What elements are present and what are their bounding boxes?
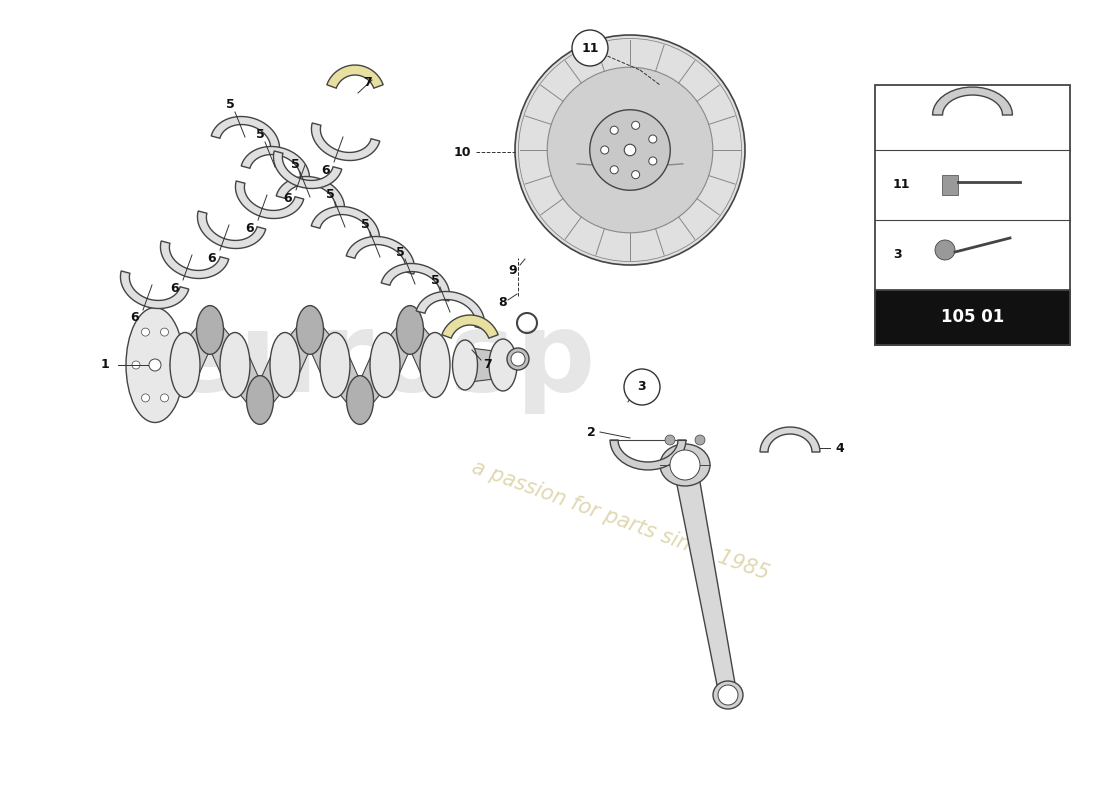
Polygon shape [346, 237, 415, 274]
Polygon shape [327, 65, 383, 88]
Circle shape [148, 359, 161, 371]
Ellipse shape [320, 333, 350, 398]
Circle shape [142, 328, 150, 336]
Polygon shape [416, 291, 485, 329]
Polygon shape [211, 117, 279, 154]
Text: 5: 5 [396, 246, 405, 258]
Polygon shape [382, 263, 450, 301]
Circle shape [161, 328, 168, 336]
Circle shape [572, 30, 608, 66]
Polygon shape [442, 315, 498, 338]
Ellipse shape [297, 306, 323, 354]
Text: 5: 5 [326, 189, 334, 202]
Text: 5: 5 [255, 129, 264, 142]
Ellipse shape [660, 444, 710, 486]
Polygon shape [610, 440, 686, 470]
Text: a passion for parts since 1985: a passion for parts since 1985 [469, 457, 771, 583]
Text: 2: 2 [586, 426, 595, 438]
Text: eurosp: eurosp [164, 306, 596, 414]
Ellipse shape [126, 307, 184, 422]
Circle shape [624, 369, 660, 405]
Circle shape [170, 361, 178, 369]
Circle shape [590, 110, 670, 190]
Polygon shape [120, 271, 189, 309]
Circle shape [649, 135, 657, 143]
Text: 4: 4 [836, 442, 845, 454]
Text: 5: 5 [361, 218, 370, 231]
Text: 6: 6 [321, 163, 330, 177]
Polygon shape [240, 336, 280, 419]
Circle shape [547, 67, 713, 233]
Text: 5: 5 [290, 158, 299, 171]
Polygon shape [197, 211, 266, 249]
Polygon shape [390, 310, 430, 394]
Ellipse shape [220, 333, 250, 398]
Polygon shape [340, 336, 379, 419]
Text: 9: 9 [508, 263, 517, 277]
Bar [874, 290, 1070, 345]
Circle shape [649, 157, 657, 165]
Ellipse shape [452, 340, 477, 390]
Text: 3: 3 [638, 381, 647, 394]
Text: 3: 3 [893, 249, 902, 262]
Text: 5: 5 [430, 274, 439, 286]
Polygon shape [276, 177, 344, 214]
Polygon shape [462, 347, 510, 383]
Text: 7: 7 [364, 75, 373, 89]
Polygon shape [290, 310, 330, 394]
Text: 6: 6 [131, 311, 140, 325]
Ellipse shape [713, 681, 743, 709]
Polygon shape [161, 241, 229, 278]
Text: 105 01: 105 01 [940, 309, 1004, 326]
Circle shape [670, 450, 700, 480]
Polygon shape [190, 310, 230, 394]
Circle shape [631, 122, 640, 130]
Ellipse shape [396, 306, 424, 354]
Ellipse shape [420, 333, 450, 398]
Circle shape [935, 240, 955, 260]
Ellipse shape [370, 333, 400, 398]
Text: 7: 7 [484, 358, 493, 371]
Text: 10: 10 [453, 146, 471, 158]
Text: 1: 1 [100, 358, 109, 371]
Text: 6: 6 [284, 191, 293, 205]
Text: 11: 11 [581, 42, 598, 54]
Circle shape [515, 35, 745, 265]
Polygon shape [311, 206, 379, 244]
Bar [942, 175, 958, 195]
Polygon shape [760, 427, 820, 452]
Circle shape [631, 170, 640, 178]
Circle shape [610, 166, 618, 174]
Ellipse shape [507, 348, 529, 370]
Ellipse shape [246, 376, 274, 424]
Polygon shape [235, 181, 304, 218]
Text: 6: 6 [170, 282, 179, 294]
Circle shape [142, 394, 150, 402]
Circle shape [625, 144, 636, 156]
Polygon shape [311, 123, 379, 161]
Polygon shape [241, 146, 309, 184]
Text: 6: 6 [245, 222, 254, 234]
Circle shape [718, 685, 738, 705]
Text: 8: 8 [498, 295, 507, 309]
Text: 11: 11 [893, 178, 911, 191]
Ellipse shape [197, 306, 223, 354]
Circle shape [610, 126, 618, 134]
Circle shape [161, 394, 168, 402]
Circle shape [512, 352, 525, 366]
Ellipse shape [270, 333, 300, 398]
Circle shape [666, 435, 675, 445]
Polygon shape [673, 465, 737, 695]
Text: 5: 5 [226, 98, 234, 111]
Polygon shape [274, 151, 342, 189]
Ellipse shape [170, 333, 200, 398]
Polygon shape [933, 87, 1012, 115]
Ellipse shape [490, 339, 517, 391]
Circle shape [695, 435, 705, 445]
Ellipse shape [346, 376, 374, 424]
Circle shape [601, 146, 608, 154]
Circle shape [132, 361, 140, 369]
Text: 6: 6 [208, 251, 217, 265]
FancyBboxPatch shape [874, 85, 1070, 345]
